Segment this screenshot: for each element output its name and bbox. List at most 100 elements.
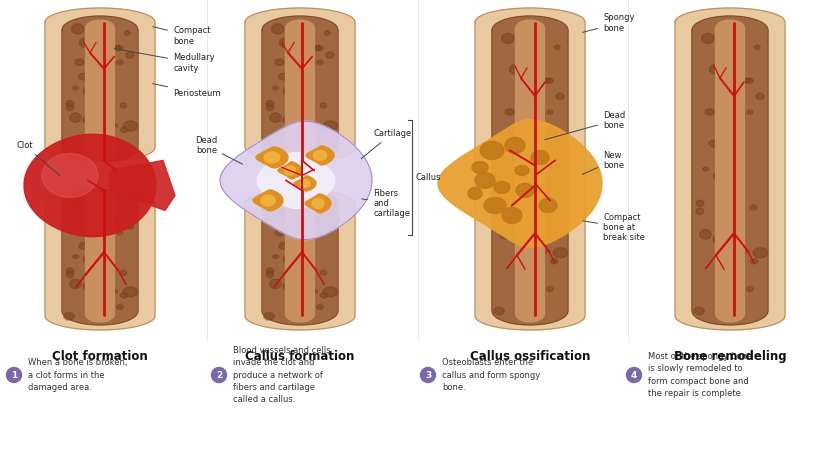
Polygon shape xyxy=(112,124,117,127)
Polygon shape xyxy=(88,224,98,233)
Polygon shape xyxy=(472,161,488,174)
Polygon shape xyxy=(284,86,294,96)
Polygon shape xyxy=(117,60,123,64)
Polygon shape xyxy=(98,207,108,218)
Polygon shape xyxy=(323,287,337,297)
Polygon shape xyxy=(553,248,568,258)
Text: Callus ossification: Callus ossification xyxy=(470,350,590,363)
Polygon shape xyxy=(117,304,123,309)
Polygon shape xyxy=(79,243,89,250)
Polygon shape xyxy=(253,190,283,211)
Polygon shape xyxy=(743,78,753,84)
Polygon shape xyxy=(747,287,753,292)
Polygon shape xyxy=(275,59,284,65)
Polygon shape xyxy=(92,219,98,225)
Polygon shape xyxy=(304,42,310,47)
Polygon shape xyxy=(513,235,524,243)
Polygon shape xyxy=(694,307,705,315)
Polygon shape xyxy=(514,171,523,181)
Text: Callus formation: Callus formation xyxy=(246,350,355,363)
Polygon shape xyxy=(320,128,327,133)
Polygon shape xyxy=(294,176,316,191)
Polygon shape xyxy=(326,223,334,229)
Polygon shape xyxy=(79,209,93,220)
Polygon shape xyxy=(120,270,127,276)
Text: 4: 4 xyxy=(631,371,637,379)
Polygon shape xyxy=(503,167,509,171)
Text: Compact
bone at
break site: Compact bone at break site xyxy=(583,213,645,242)
Polygon shape xyxy=(526,175,533,180)
Polygon shape xyxy=(716,302,728,309)
Polygon shape xyxy=(245,190,355,330)
Polygon shape xyxy=(505,109,514,115)
Text: When a bone is broken,
a clot forms in the
damaged area.: When a bone is broken, a clot forms in t… xyxy=(28,358,127,392)
Polygon shape xyxy=(516,183,534,197)
Polygon shape xyxy=(534,60,541,65)
Polygon shape xyxy=(290,127,300,137)
Text: Clot formation: Clot formation xyxy=(52,350,148,363)
Polygon shape xyxy=(705,109,715,115)
Text: Osteoblasts enter the
callus and form spongy
bone.: Osteoblasts enter the callus and form sp… xyxy=(442,358,540,392)
Polygon shape xyxy=(73,86,79,90)
Polygon shape xyxy=(114,217,123,223)
Text: Cartilage: Cartilage xyxy=(361,129,411,159)
Polygon shape xyxy=(313,150,327,160)
Text: 3: 3 xyxy=(425,371,431,379)
Polygon shape xyxy=(700,229,711,239)
Text: Dead
bone: Dead bone xyxy=(545,111,625,140)
Polygon shape xyxy=(273,86,279,90)
Polygon shape xyxy=(551,259,557,264)
Polygon shape xyxy=(257,153,335,208)
Polygon shape xyxy=(438,120,602,247)
Polygon shape xyxy=(317,60,323,64)
Polygon shape xyxy=(296,257,304,263)
Polygon shape xyxy=(66,268,74,274)
Polygon shape xyxy=(117,140,123,145)
Text: Periosteum: Periosteum xyxy=(153,84,221,97)
Polygon shape xyxy=(475,172,495,188)
Polygon shape xyxy=(550,205,557,210)
Polygon shape xyxy=(270,279,281,289)
Polygon shape xyxy=(73,255,79,258)
Polygon shape xyxy=(266,104,274,111)
Polygon shape xyxy=(117,230,123,235)
Polygon shape xyxy=(320,270,327,276)
Polygon shape xyxy=(317,230,323,235)
Polygon shape xyxy=(475,8,585,330)
Polygon shape xyxy=(286,146,298,154)
Polygon shape xyxy=(265,152,280,163)
Polygon shape xyxy=(45,8,155,161)
Polygon shape xyxy=(543,250,547,253)
Polygon shape xyxy=(220,121,372,239)
Polygon shape xyxy=(66,101,74,107)
Polygon shape xyxy=(126,52,134,58)
Polygon shape xyxy=(313,124,318,127)
Polygon shape xyxy=(715,20,744,322)
Polygon shape xyxy=(283,116,294,124)
Polygon shape xyxy=(85,20,114,161)
Polygon shape xyxy=(720,261,730,270)
Polygon shape xyxy=(75,59,84,65)
Polygon shape xyxy=(747,110,753,114)
Polygon shape xyxy=(480,141,504,159)
Text: Callus: Callus xyxy=(415,174,441,182)
Polygon shape xyxy=(262,190,338,325)
Polygon shape xyxy=(298,35,308,46)
Polygon shape xyxy=(45,190,155,330)
Polygon shape xyxy=(126,223,134,229)
Polygon shape xyxy=(85,190,114,322)
Polygon shape xyxy=(515,165,529,175)
Polygon shape xyxy=(69,113,81,122)
Polygon shape xyxy=(539,198,557,213)
Polygon shape xyxy=(320,103,327,108)
Polygon shape xyxy=(24,134,156,237)
Polygon shape xyxy=(286,310,298,318)
Polygon shape xyxy=(534,69,540,74)
Polygon shape xyxy=(516,302,528,309)
Polygon shape xyxy=(726,175,734,180)
Polygon shape xyxy=(104,209,111,215)
Polygon shape xyxy=(722,85,728,90)
Polygon shape xyxy=(304,209,311,215)
Polygon shape xyxy=(292,219,298,225)
Polygon shape xyxy=(96,257,103,263)
